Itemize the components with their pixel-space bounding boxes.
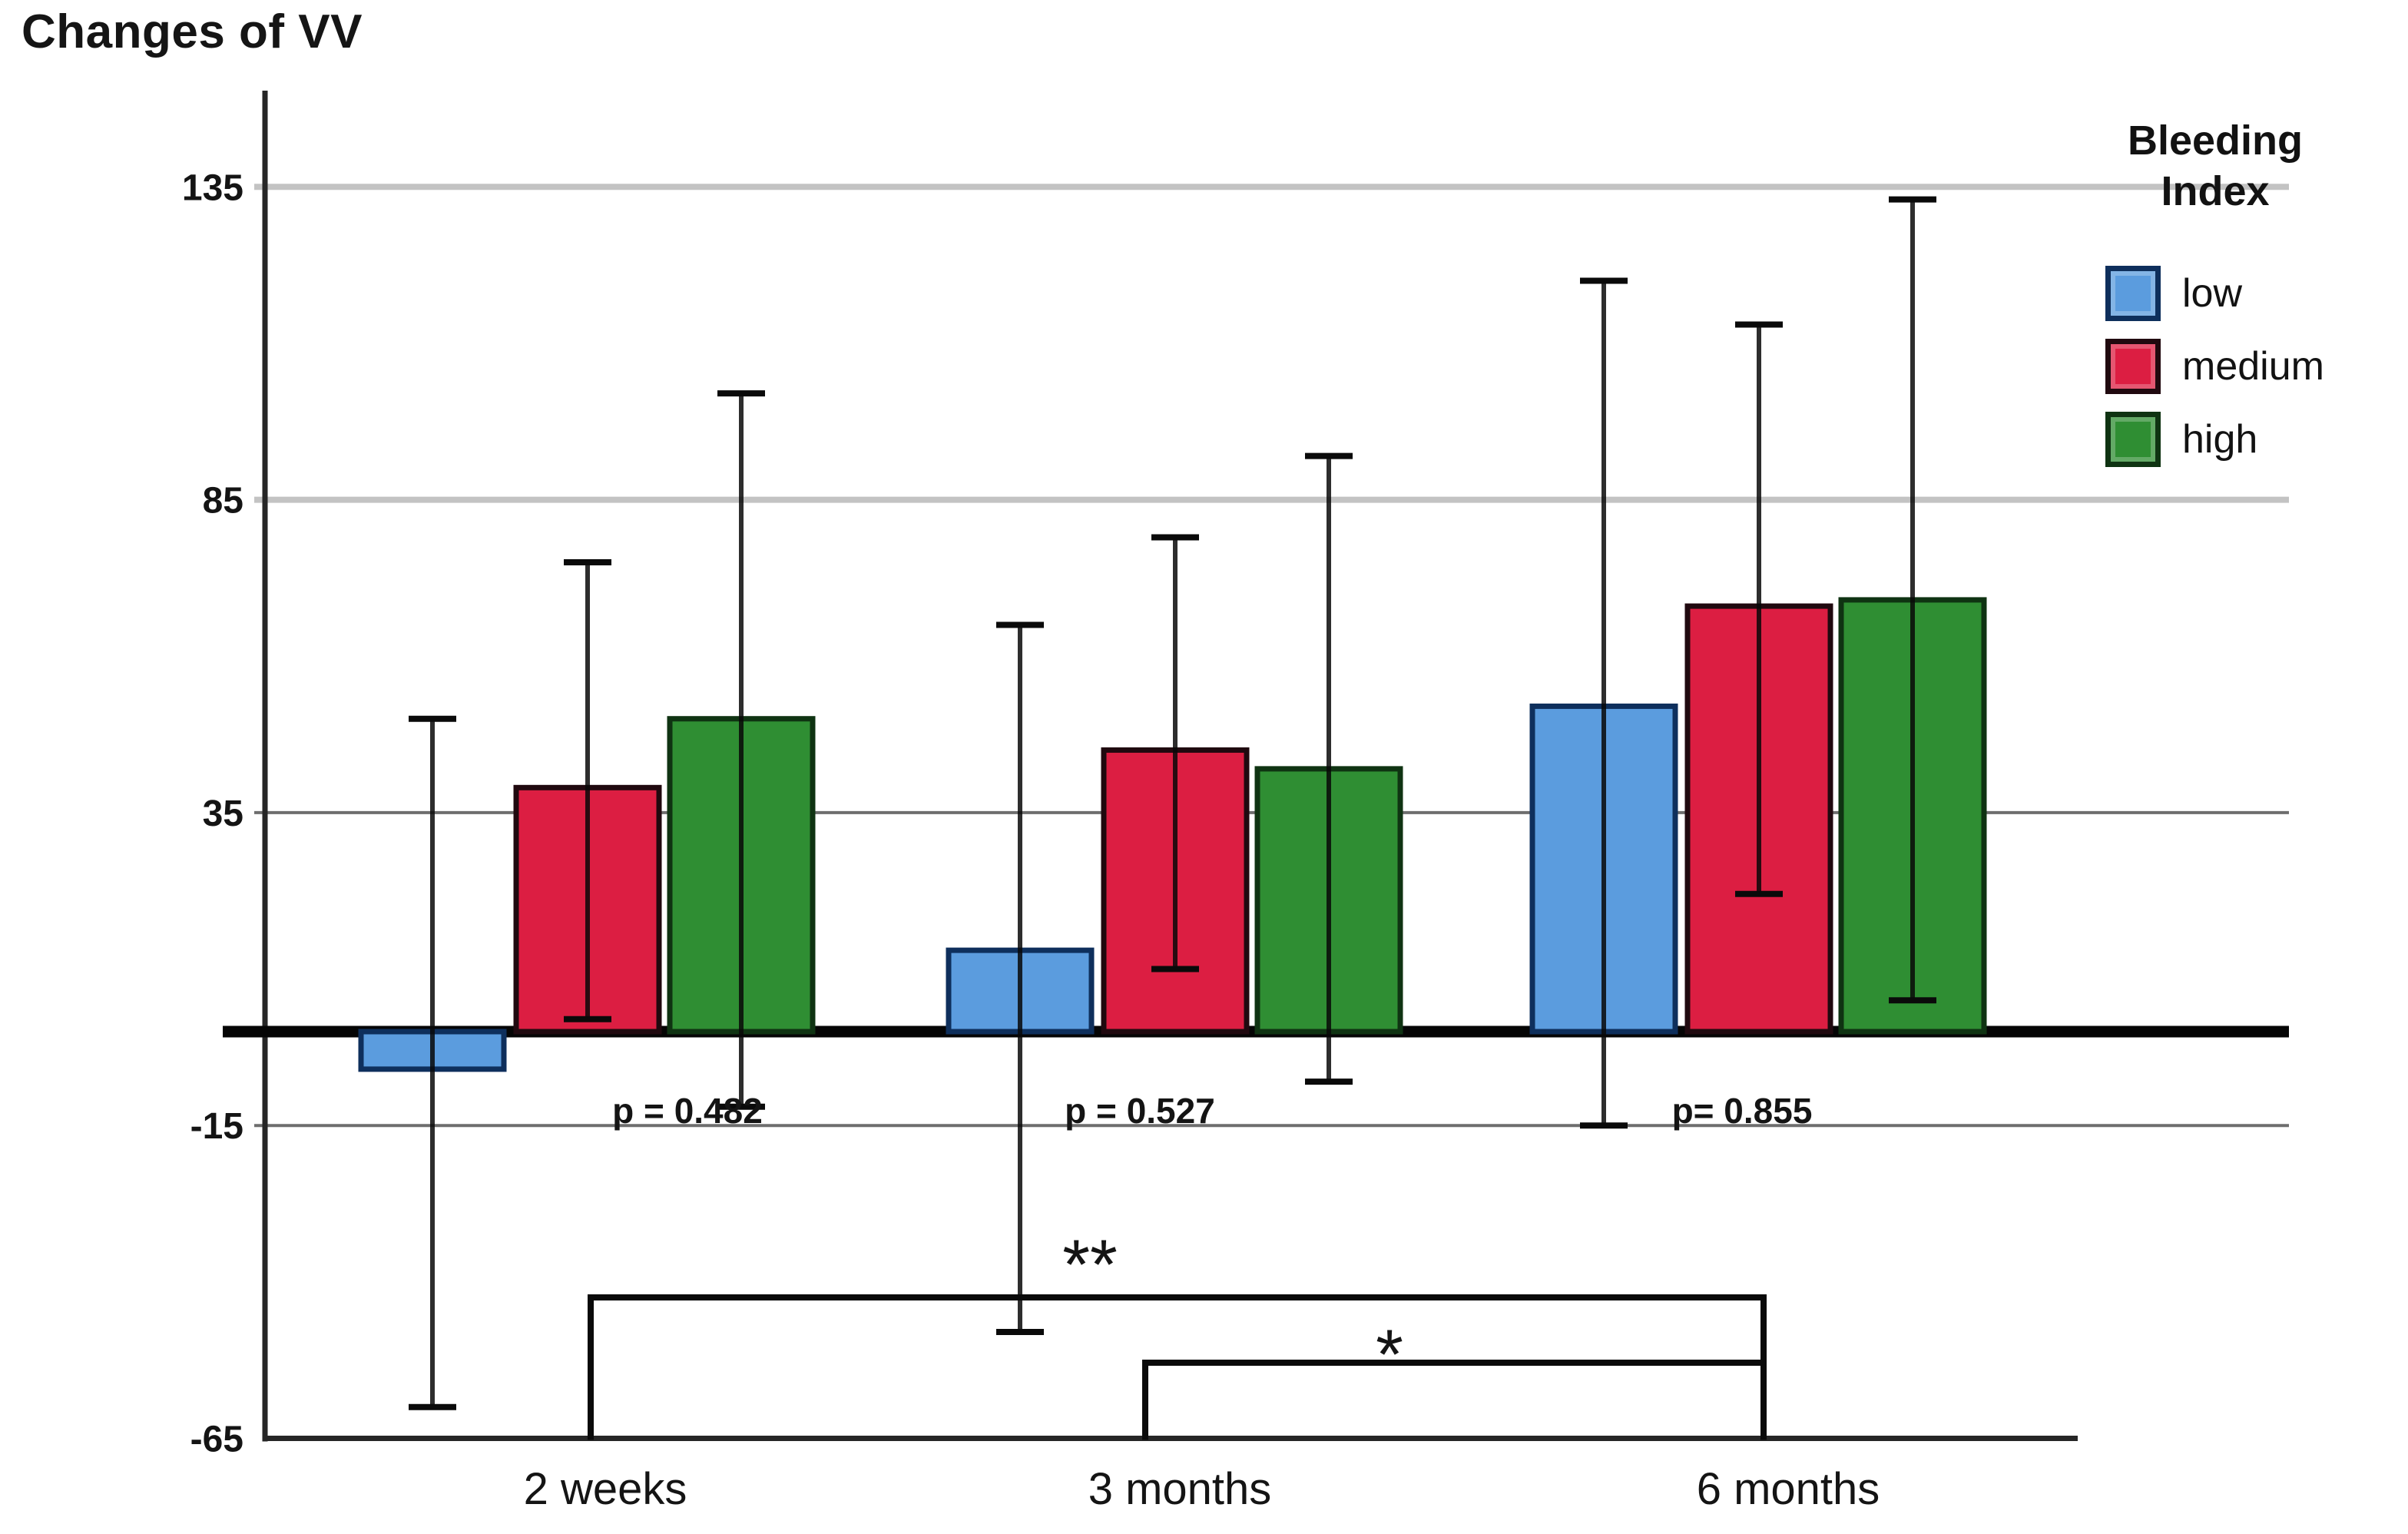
ytick-label-135: 135 [182, 167, 243, 208]
legend-swatch-high [2105, 412, 2161, 467]
legend-title: Bleeding Index [2074, 115, 2357, 217]
legend-item-high: high [2105, 412, 2396, 467]
p-value-label-1: p = 0.527 [1065, 1091, 1215, 1131]
category-label-0: 2 weeks [524, 1464, 687, 1514]
ytick-label--15: -15 [190, 1106, 243, 1147]
p-value-label-2: p= 0.855 [1672, 1091, 1813, 1131]
legend-item-medium: medium [2105, 339, 2396, 394]
p-value-label-0: p = 0.482 [612, 1091, 763, 1131]
sig-bracket-0 [588, 1294, 1767, 1440]
sig-label-1: * [1376, 1316, 1403, 1394]
ytick-label-35: 35 [203, 794, 243, 834]
legend-title-line-2: Index [2161, 168, 2270, 214]
ytick-label-85: 85 [203, 481, 243, 522]
legend-item-low: low [2105, 266, 2396, 321]
legend-swatch-low [2105, 266, 2161, 321]
chart-title: Changes of VV [22, 5, 363, 58]
ytick-label--65: -65 [190, 1419, 243, 1459]
legend-swatch-medium [2105, 339, 2161, 394]
legend-label-high: high [2182, 417, 2258, 462]
legend-label-medium: medium [2182, 344, 2324, 389]
category-label-1: 3 months [1088, 1464, 1272, 1514]
category-label-2: 6 months [1697, 1464, 1880, 1514]
legend-label-low: low [2182, 271, 2243, 316]
legend-title-line-1: Bleeding [2127, 118, 2304, 164]
legend: Bleeding Index low medium high [2074, 115, 2396, 467]
legend-items: low medium high [2105, 266, 2396, 467]
sig-label-0: ** [1062, 1226, 1118, 1304]
sig-bracket-1 [1142, 1360, 1767, 1440]
